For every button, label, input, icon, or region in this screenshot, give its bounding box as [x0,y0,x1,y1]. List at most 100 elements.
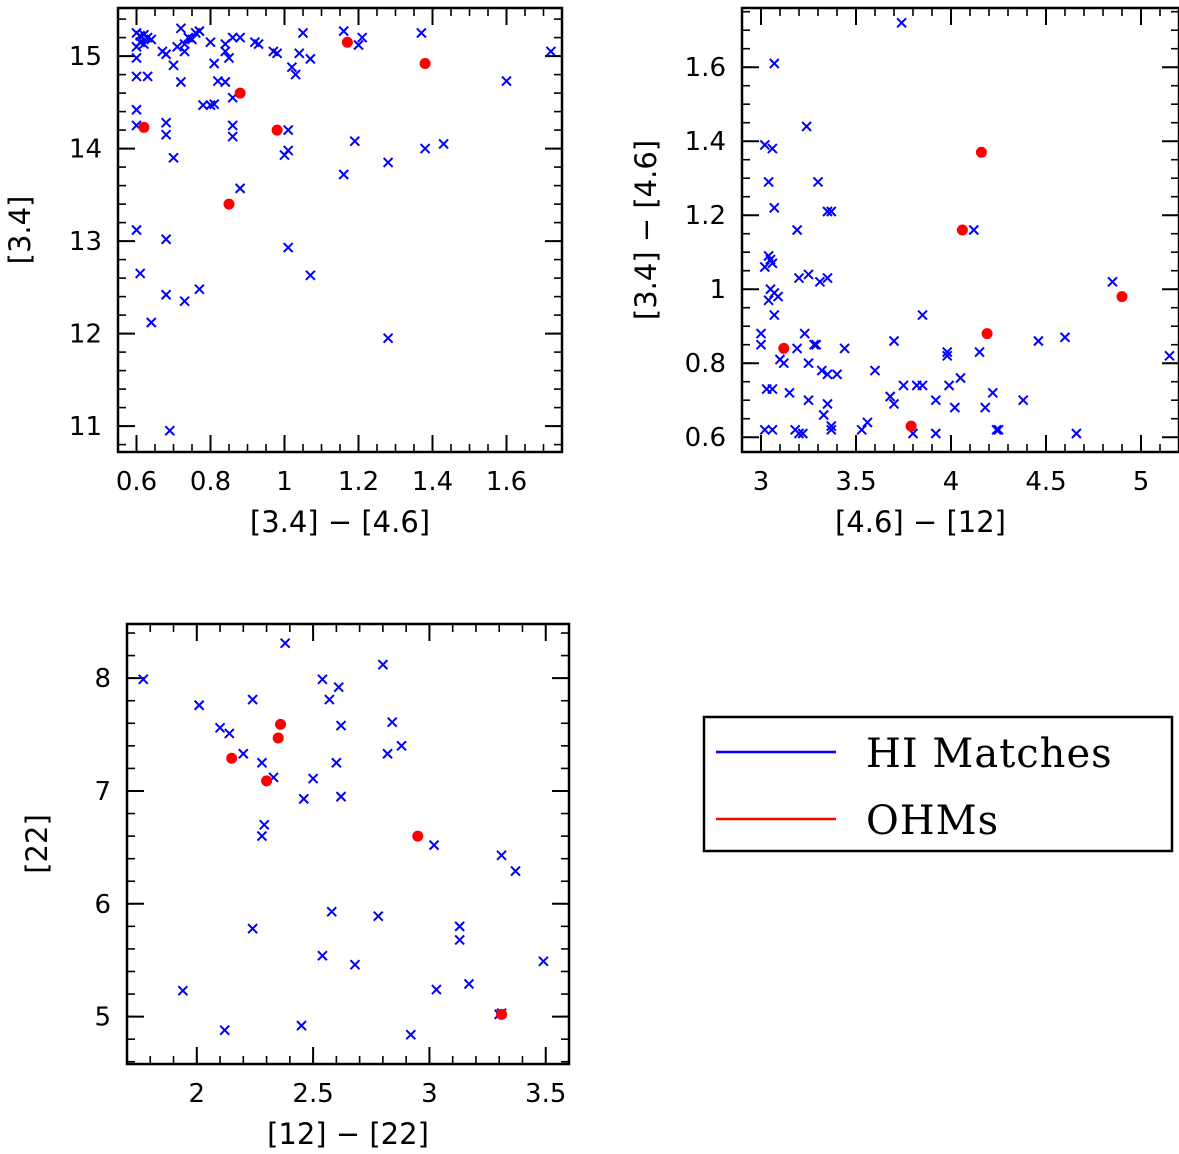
legend-box [702,715,1174,853]
x-tick-label: 0.8 [190,467,231,497]
hi-match-point [214,722,226,734]
hi-match-point [353,39,364,51]
y-axis-label: [22] [20,814,54,874]
hi-match-point [349,135,361,147]
hi-match-point [259,819,270,831]
hi-match-point [279,637,291,649]
ohm-point [496,1008,508,1020]
hi-match-point [296,1020,307,1031]
hi-match-point [307,773,319,784]
hi-match-point [382,157,394,168]
hi-match-point [175,23,187,34]
x-tick-label: 1 [276,467,293,497]
hi-match-point [271,48,283,59]
y-tick-label: 5 [94,1003,111,1033]
x-tick-label: 5 [1133,467,1150,497]
x-tick-label: 2 [189,1079,206,1109]
hi-match-point [438,138,449,150]
ohm-point [1116,291,1128,303]
hi-match-point [884,391,896,402]
hi-match-point [968,224,980,236]
hi-match-point [801,121,812,132]
legend-label-ohm: OHMs [866,798,999,844]
x-tick-label: 3.5 [525,1079,566,1109]
hi-match-point [331,757,342,768]
hi-match-point [131,104,142,115]
hi-match-point [784,387,795,399]
hi-match-point [382,333,394,344]
hi-match-point [326,906,337,917]
ohm-point [975,146,987,158]
x-tick-label: 3 [421,1079,438,1109]
hi-match-point [194,283,205,295]
hi-match-point [767,143,778,154]
hi-match-point [822,398,833,410]
hi-match-point [496,850,507,861]
hi-match-point [822,206,833,217]
hi-match-point [146,34,157,45]
hi-match-point [917,309,928,321]
hi-match-point [772,291,784,302]
hi-match-point [290,69,301,80]
hi-match-point [186,34,198,45]
hi-match-point [955,372,966,384]
hi-match-point [396,740,407,752]
hi-match-point [234,183,246,194]
hi-match-point [205,37,216,48]
hi-match-point [431,984,442,995]
hi-match-point [1107,276,1118,288]
ohm-point [905,420,917,432]
hi-match-point [428,839,440,851]
hi-match-point [831,369,843,380]
x-axis-label: [12] − [22] [267,1117,429,1151]
hi-match-point [373,910,384,922]
hi-match-point [991,424,1002,436]
hi-match-point [317,674,328,685]
hi-match-point [349,959,361,970]
hi-match-point [335,791,347,802]
hi-match-point [333,681,344,693]
hi-match-point [256,830,268,842]
hi-match-point [317,950,328,961]
hi-match-point [454,934,465,946]
hi-match-point [238,748,249,759]
panel-mag-vs-color: 0.6 0.8 1 1.2 1.4 1.6 11 12 13 14 15 [3.4] − [4.6] [… [3,6,564,539]
hi-match-point [160,129,172,140]
ohm-point [341,36,353,48]
hi-match-point [778,357,790,369]
y-tick-label: 15 [69,42,102,72]
y-tick-label: 1 [709,275,726,305]
hi-match-point [247,694,258,705]
y-tick-label: 8 [94,664,111,694]
hi-match-point [763,295,774,306]
hi-match-point [767,424,778,436]
y-axis-label: [3.4] − [4.6] [629,140,663,320]
x-tick-label: 2.5 [292,1079,333,1109]
hi-match-point [223,52,235,64]
hi-match-point [1059,332,1071,343]
hi-match-point [949,402,961,413]
hi-match-point [767,258,778,269]
hi-match-point [943,380,955,391]
hi-match-point [256,757,268,768]
hi-match-point [282,242,294,253]
hi-match-point [862,417,873,428]
x-tick-label: 1.6 [486,467,527,497]
hi-match-point [761,383,772,395]
hi-match-point [763,176,774,188]
hi-match-point [179,46,190,57]
hi-match-point [160,117,172,128]
hi-match-point [839,343,850,354]
hi-match-point [171,41,183,53]
hi-match-point [896,17,907,29]
hi-match-point [898,380,909,391]
y-tick-label: 12 [69,320,102,350]
y-tick-label: 1.4 [685,127,726,157]
hi-match-point [941,346,953,358]
x-tick-label: 3.5 [835,467,876,497]
hi-match-point [803,357,814,369]
x-tick-label: 4.5 [1025,467,1066,497]
hi-match-point [769,202,780,214]
hi-match-point [814,276,826,288]
hi-match-point [131,71,142,82]
